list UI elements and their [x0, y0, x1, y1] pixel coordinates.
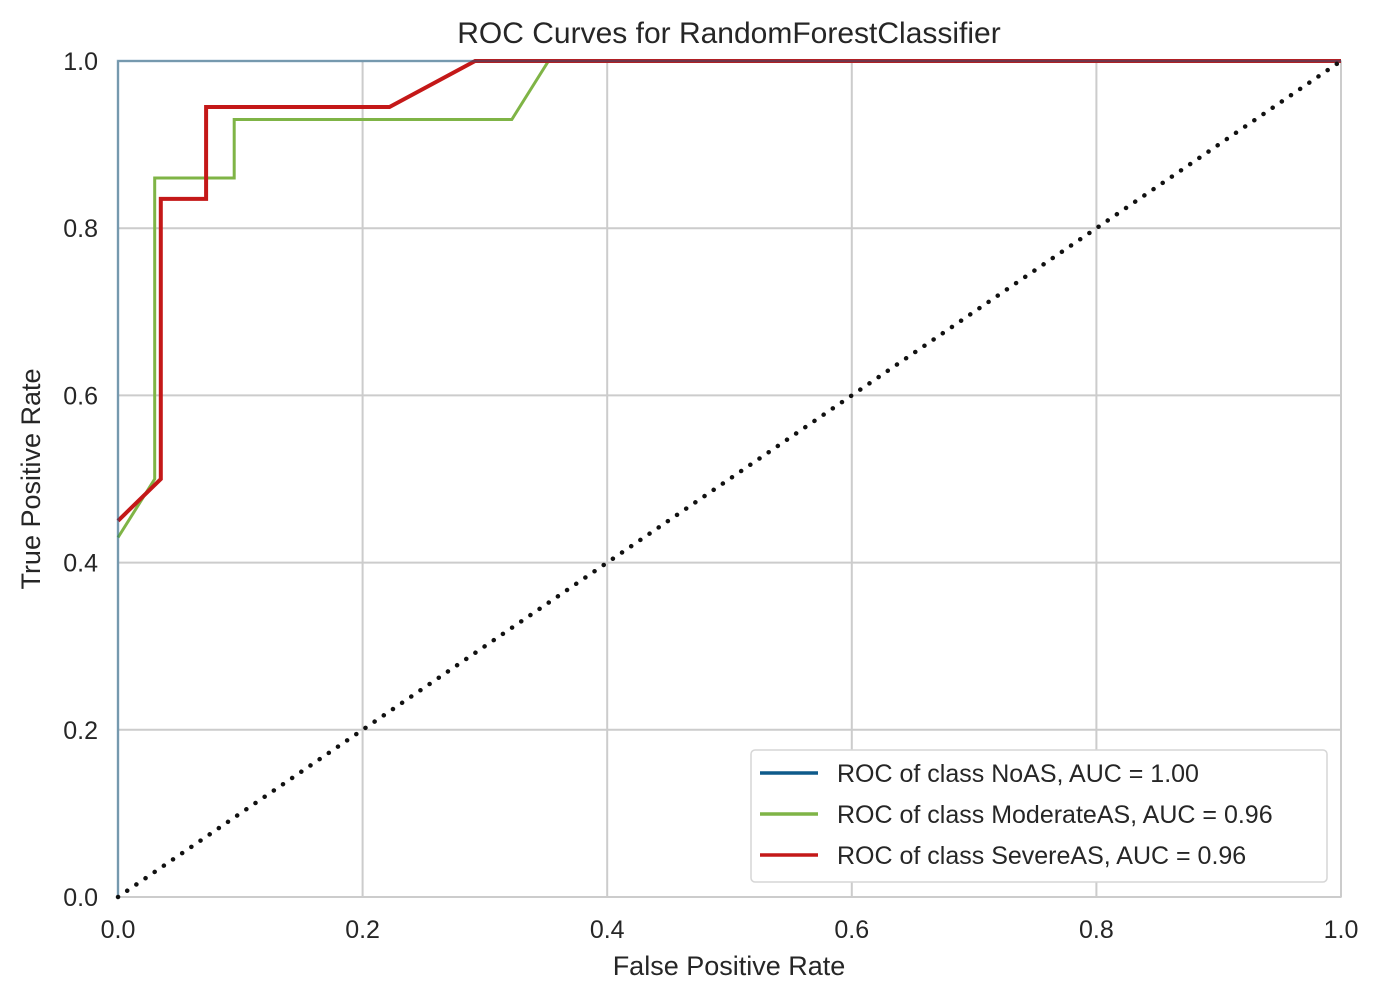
series-lines [115, 58, 1344, 900]
x-tick-label: 0.2 [345, 916, 380, 944]
y-tick-label: 0.6 [63, 382, 98, 410]
legend-items: ROC of class NoAS, AUC = 1.00 ROC of clas… [760, 760, 1273, 870]
y-tick-label: 0.8 [63, 215, 98, 243]
y-tick-label: 0.4 [63, 550, 98, 578]
chart-title: ROC Curves for RandomForestClassifier [457, 17, 1000, 50]
legend-box [750, 749, 1328, 883]
x-axis-label: False Positive Rate [613, 951, 846, 981]
y-tick-labels: 0.0 0.2 0.4 0.6 0.8 1.0 [63, 48, 98, 912]
y-tick-label: 1.0 [63, 48, 98, 76]
y-tick-label: 0.2 [63, 717, 98, 745]
legend-label: ROC of class NoAS, AUC = 1.00 [837, 760, 1199, 788]
x-tick-labels: 0.0 0.2 0.4 0.6 0.8 1.0 [101, 916, 1359, 944]
y-tick-label: 0.0 [63, 884, 98, 912]
roc-series-line [116, 59, 1341, 523]
grid [117, 60, 1342, 898]
x-tick-label: 1.0 [1324, 916, 1359, 944]
x-tick-label: 0.6 [834, 916, 869, 944]
x-tick-label: 0.8 [1079, 916, 1114, 944]
legend-label: ROC of class SevereAS, AUC = 0.96 [837, 842, 1246, 870]
roc-series-line [116, 59, 1341, 897]
y-axis-label: True Positive Rate [16, 368, 46, 589]
legend-label: ROC of class ModerateAS, AUC = 0.96 [837, 801, 1273, 829]
roc-series-line [116, 59, 1341, 539]
x-tick-label: 0.0 [101, 916, 136, 944]
x-tick-label: 0.4 [590, 916, 625, 944]
legend: ROC of class NoAS, AUC = 1.00 ROC of clas… [750, 749, 1328, 883]
